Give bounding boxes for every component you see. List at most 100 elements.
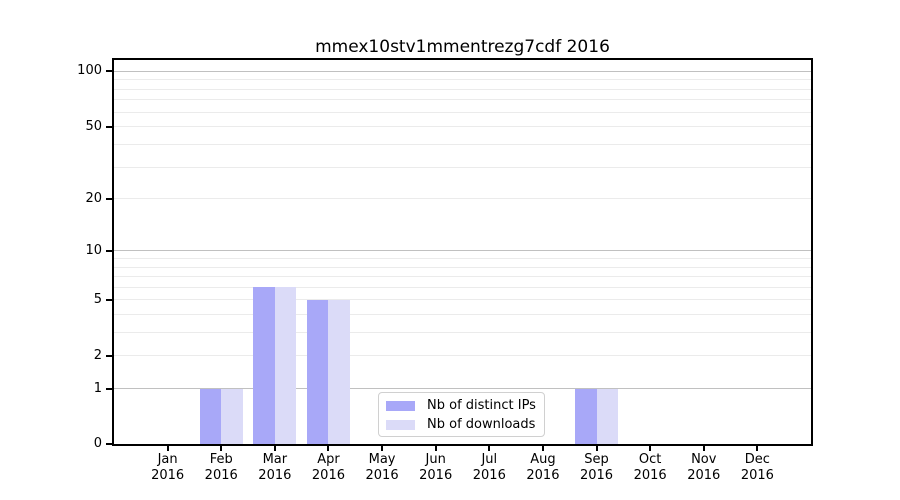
legend-row-1: Nb of downloads (379, 415, 544, 434)
x-tick-mark (595, 446, 598, 451)
x-tick-label-dec: Dec 2016 (727, 452, 787, 484)
major-gridline (114, 70, 811, 72)
x-tick-mark (434, 446, 437, 451)
x-tick-year: 2016 (365, 468, 399, 483)
x-tick-label-mar: Mar 2016 (245, 452, 305, 484)
x-tick-label-jan: Jan 2016 (138, 452, 198, 484)
x-tick-label-jul: Jul 2016 (459, 452, 519, 484)
bar-nb-of-distinct-ips-feb (199, 388, 222, 444)
x-tick-year: 2016 (151, 468, 185, 483)
x-tick-mark (166, 446, 169, 451)
chart-title: mmex10stv1mmentrezg7cdf 2016 (315, 37, 610, 57)
minor-gridline (114, 143, 811, 145)
x-tick-year: 2016 (579, 468, 614, 483)
x-tick-month: Nov (691, 452, 717, 467)
x-tick-mark (381, 446, 384, 451)
y-tick-mark (106, 354, 112, 357)
plot-area (112, 58, 813, 446)
y-tick-label: 2 (93, 347, 102, 363)
bar-nb-of-downloads-feb (221, 388, 243, 444)
x-tick-month: Dec (744, 452, 770, 467)
minor-gridline (114, 111, 811, 113)
y-tick-mark (106, 249, 112, 252)
x-tick-mark (649, 446, 652, 451)
bar-nb-of-downloads-apr (328, 299, 350, 444)
y-tick-label: 5 (93, 291, 102, 307)
x-tick-month: Sep (584, 452, 609, 467)
y-tick-mark (106, 443, 112, 445)
x-tick-mark (756, 446, 759, 451)
legend-row-0: Nb of distinct IPs (379, 396, 544, 415)
x-tick-year: 2016 (204, 468, 238, 483)
major-gridline (114, 388, 811, 390)
y-tick-mark (106, 70, 112, 73)
x-tick-label-may: May 2016 (352, 452, 412, 484)
bar-nb-of-downloads-sep (596, 388, 619, 444)
x-tick-mark (273, 446, 276, 451)
minor-gridline (114, 266, 811, 268)
x-tick-month: Oct (638, 452, 662, 467)
x-tick-label-oct: Oct 2016 (620, 452, 680, 484)
x-tick-month: Jun (425, 452, 446, 467)
x-tick-year: 2016 (526, 468, 560, 483)
y-tick-mark (106, 298, 112, 301)
x-tick-month: Jul (481, 452, 498, 467)
y-tick-mark (106, 125, 112, 128)
y-tick-label: 100 (77, 63, 102, 79)
x-tick-month: May (368, 452, 396, 467)
minor-gridline (114, 88, 811, 90)
y-tick-label: 10 (85, 242, 102, 258)
legend: Nb of distinct IPs Nb of downloads (378, 392, 545, 437)
y-tick-label: 0 (93, 436, 102, 451)
minor-gridline (114, 286, 811, 288)
y-tick-label: 1 (93, 380, 102, 396)
x-tick-mark (220, 446, 223, 451)
x-tick-label-sep: Sep 2016 (567, 452, 627, 484)
x-tick-month: Jan (157, 452, 178, 467)
x-tick-year: 2016 (311, 468, 345, 483)
x-tick-label-nov: Nov 2016 (674, 452, 734, 484)
minor-gridline (114, 276, 811, 278)
x-tick-mark (488, 446, 491, 451)
x-tick-label-aug: Aug 2016 (513, 452, 573, 484)
x-tick-year: 2016 (687, 468, 721, 483)
y-tick-label: 20 (85, 190, 102, 206)
x-tick-month: Aug (530, 452, 556, 467)
x-tick-year: 2016 (419, 468, 453, 483)
legend-label: Nb of distinct IPs (427, 398, 536, 413)
x-tick-mark (327, 446, 330, 451)
x-tick-mark (702, 446, 705, 451)
legend-label: Nb of downloads (427, 417, 536, 432)
major-gridline (114, 250, 811, 252)
bar-nb-of-distinct-ips-apr (306, 299, 329, 444)
minor-gridline (114, 126, 811, 128)
minor-gridline (114, 299, 811, 301)
y-tick-mark (106, 387, 112, 390)
minor-gridline (114, 99, 811, 101)
x-tick-label-feb: Feb 2016 (191, 452, 251, 484)
x-tick-label-apr: Apr 2016 (298, 452, 358, 484)
legend-swatch-icon (386, 419, 415, 430)
minor-gridline (114, 332, 811, 334)
x-tick-month: Apr (317, 452, 340, 467)
minor-gridline (114, 258, 811, 259)
bar-nb-of-distinct-ips-mar (253, 287, 275, 444)
x-tick-month: Mar (262, 452, 288, 467)
x-tick-year: 2016 (633, 468, 667, 483)
minor-gridline (114, 79, 811, 81)
y-tick-mark (106, 197, 112, 200)
x-tick-label-jun: Jun 2016 (406, 452, 466, 484)
x-tick-mark (541, 446, 544, 451)
minor-gridline (114, 314, 811, 316)
legend-swatch-icon (386, 400, 415, 411)
minor-gridline (114, 355, 811, 357)
y-tick-label: 50 (85, 118, 102, 134)
bar-nb-of-distinct-ips-sep (575, 388, 597, 444)
x-tick-month: Feb (209, 452, 233, 467)
minor-gridline (114, 166, 811, 168)
x-tick-year: 2016 (740, 468, 774, 483)
x-tick-year: 2016 (472, 468, 506, 483)
minor-gridline (114, 198, 811, 199)
x-tick-year: 2016 (258, 468, 292, 483)
bar-nb-of-downloads-mar (274, 287, 297, 444)
